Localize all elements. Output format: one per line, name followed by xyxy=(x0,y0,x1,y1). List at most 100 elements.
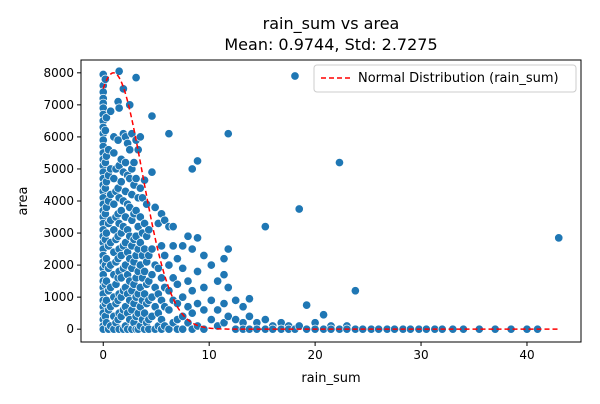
scatter-point xyxy=(160,250,170,261)
scatter-point xyxy=(554,233,564,243)
scatter-point xyxy=(164,129,174,139)
scatter-point xyxy=(206,260,216,270)
x-tick-label: 30 xyxy=(413,348,428,362)
scatter-point xyxy=(140,218,150,228)
scatter-point xyxy=(109,199,119,209)
scatter-point xyxy=(192,156,203,166)
scatter-point xyxy=(199,250,209,261)
scatter-point xyxy=(168,273,178,283)
legend-label-normal: Normal Distribution (rain_sum) xyxy=(358,71,559,86)
scatter-point xyxy=(118,84,128,94)
y-tick-label: 7000 xyxy=(43,98,74,112)
scatter-point xyxy=(219,270,229,280)
scatter-point xyxy=(302,300,312,310)
x-axis-ticks: 0 10 20 30 40 xyxy=(99,342,535,362)
scatter-point xyxy=(350,286,360,296)
scatter-point xyxy=(142,199,152,209)
scatter-point xyxy=(114,103,124,113)
x-tick-label: 20 xyxy=(307,348,322,362)
scatter-point xyxy=(101,276,111,286)
scatter-point xyxy=(172,279,182,289)
y-tick-label: 0 xyxy=(66,322,74,336)
y-tick-label: 3000 xyxy=(43,226,74,240)
scatter-point xyxy=(135,132,145,142)
scatter-point xyxy=(129,158,139,168)
x-tick-label: 40 xyxy=(519,348,534,362)
scatter-point xyxy=(131,174,141,184)
scatter-point xyxy=(156,241,167,251)
scatter-point xyxy=(101,113,111,123)
scatter-point xyxy=(290,71,300,81)
scatter-point xyxy=(206,295,216,305)
scatter-point xyxy=(178,292,188,302)
scatter-point xyxy=(223,282,233,293)
scatter-point xyxy=(192,266,203,277)
scatter-point xyxy=(135,238,145,248)
y-tick-label: 5000 xyxy=(43,162,74,176)
scatter-point xyxy=(114,66,124,76)
scatter-point xyxy=(164,305,174,315)
scatter-point xyxy=(116,177,126,187)
scatter-point xyxy=(156,273,167,283)
y-tick-label: 8000 xyxy=(43,66,74,80)
scatter-point xyxy=(187,164,197,174)
scatter-point xyxy=(213,305,223,315)
scatter-point xyxy=(120,158,131,168)
plot-frame xyxy=(80,59,582,343)
scatter-point xyxy=(178,241,188,251)
scatter-point xyxy=(223,244,233,254)
scatter-point xyxy=(178,263,188,273)
scatter-point xyxy=(192,233,203,243)
scatter-point xyxy=(231,295,241,305)
scatter-point xyxy=(100,125,110,136)
scatter-point xyxy=(144,225,154,235)
y-tick-label: 1000 xyxy=(43,290,74,304)
legend: Normal Distribution (rain_sum) xyxy=(313,64,577,93)
normal-distribution-line xyxy=(102,72,559,330)
scatter-point xyxy=(168,222,178,232)
scatter-point xyxy=(131,73,141,83)
scatter-point xyxy=(192,298,203,309)
scatter-point xyxy=(183,302,193,312)
scatter-point xyxy=(219,298,229,309)
x-axis-label: rain_sum xyxy=(301,371,360,386)
scatter-point xyxy=(219,318,229,328)
scatter-point xyxy=(187,244,197,254)
y-tick-label: 2000 xyxy=(43,258,74,272)
scatter-point xyxy=(187,286,197,296)
plot-marks xyxy=(98,66,564,334)
scatter-point xyxy=(244,311,254,321)
scatter-point xyxy=(116,206,126,216)
scatter-point xyxy=(135,212,145,222)
legend-box xyxy=(313,64,577,93)
scatter-point xyxy=(187,308,197,318)
scatter-point xyxy=(137,193,147,203)
chart-title: rain_sum vs area xyxy=(263,14,400,34)
scatter-point xyxy=(206,315,216,325)
scatter-point xyxy=(334,158,345,168)
scatter-point xyxy=(147,244,157,254)
x-tick-label: 10 xyxy=(202,348,217,362)
scatter-point xyxy=(199,282,209,293)
y-tick-label: 6000 xyxy=(43,130,74,144)
scatter-point xyxy=(223,129,233,139)
scatter-point xyxy=(319,310,329,320)
scatter-point xyxy=(168,241,178,251)
scatter-point xyxy=(106,106,116,116)
scatter-point xyxy=(219,254,229,264)
chart-subtitle: Mean: 0.9744, Std: 2.7275 xyxy=(224,35,437,54)
scatter-point xyxy=(147,270,157,280)
scatter-point xyxy=(100,74,110,84)
scatter-point xyxy=(135,183,145,193)
scatter-point xyxy=(238,302,248,312)
y-axis-ticks: 0 1000 2000 3000 4000 5000 6000 7000 8000 xyxy=(43,66,81,336)
scatter-point xyxy=(294,204,304,214)
scatter-point xyxy=(213,276,223,286)
scatter-point xyxy=(160,215,170,225)
y-tick-label: 4000 xyxy=(43,194,74,208)
scatter-point xyxy=(178,324,188,334)
scatter-point xyxy=(150,202,160,212)
scatter-point xyxy=(109,148,119,158)
